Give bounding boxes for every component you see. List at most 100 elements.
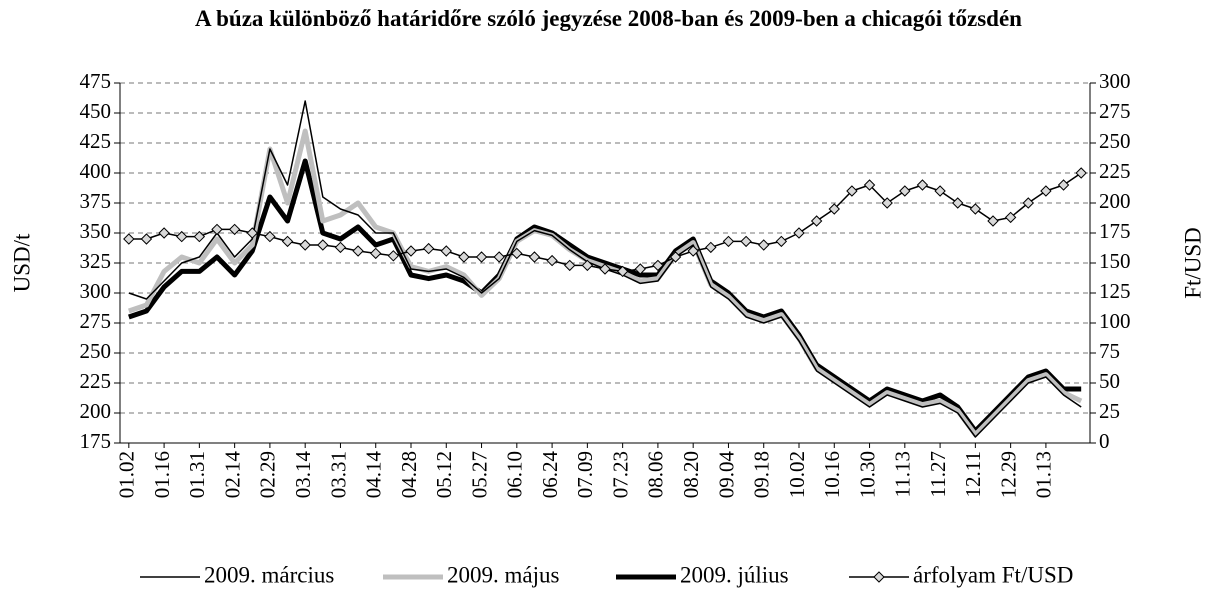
marker xyxy=(1057,179,1070,191)
marker xyxy=(828,203,840,215)
y-tick-label: 400 xyxy=(80,159,112,183)
y-tick-label: 425 xyxy=(80,129,112,153)
marker xyxy=(546,254,558,267)
marker xyxy=(863,179,876,191)
y-tick-label: 300 xyxy=(80,279,112,303)
x-tick-label: 10.02 xyxy=(785,451,809,498)
legend-label: árfolyam Ft/USD xyxy=(913,562,1073,587)
y-tick-label: 450 xyxy=(80,99,112,123)
x-tick-label: 05.12 xyxy=(432,451,456,498)
marker xyxy=(1004,211,1017,224)
y-tick-label: 475 xyxy=(80,69,112,93)
y-axis-label: USD/t xyxy=(9,233,34,292)
marker xyxy=(846,185,858,197)
marker xyxy=(334,241,347,254)
chart-title: A búza különböző határidőre szóló jegyzé… xyxy=(195,6,1022,31)
y2-tick-label: 75 xyxy=(1099,339,1120,363)
y2-tick-label: 250 xyxy=(1099,129,1131,153)
marker xyxy=(669,251,682,263)
marker xyxy=(616,265,629,278)
marker xyxy=(987,215,999,227)
y2-tick-label: 200 xyxy=(1099,189,1131,213)
x-tick-label: 04.14 xyxy=(362,451,386,499)
marker xyxy=(722,235,735,248)
marker xyxy=(899,185,911,197)
marker xyxy=(916,179,929,191)
y2-tick-label: 25 xyxy=(1099,399,1120,423)
marker xyxy=(140,233,153,245)
series-line xyxy=(128,158,1082,434)
marker xyxy=(793,227,805,239)
x-tick-label: 04.28 xyxy=(397,451,421,498)
marker xyxy=(881,197,893,209)
y-tick-label: 225 xyxy=(80,369,112,393)
x-tick-label: 09.18 xyxy=(750,451,774,498)
x-tick-label: 01.31 xyxy=(185,451,209,498)
y-tick-label: 375 xyxy=(80,189,112,213)
marker xyxy=(281,235,294,248)
y-tick-label: 275 xyxy=(80,309,112,333)
x-tick-label: 01.13 xyxy=(1032,451,1056,498)
x-tick-label: 11.27 xyxy=(926,451,950,497)
x-tick-label: 08.06 xyxy=(644,451,668,498)
x-tick-label: 05.27 xyxy=(467,451,491,498)
y2-tick-label: 175 xyxy=(1099,219,1131,243)
marker xyxy=(475,251,488,263)
marker xyxy=(211,223,223,236)
series-line xyxy=(128,128,1083,438)
x-tick-label: 01.02 xyxy=(115,451,139,498)
x-tick-label: 12.29 xyxy=(996,451,1020,498)
legend-label: 2009. május xyxy=(447,562,559,587)
x-tick-label: 07.09 xyxy=(573,451,597,498)
y-tick-label: 250 xyxy=(80,339,112,363)
x-tick-label: 06.24 xyxy=(538,451,562,499)
marker xyxy=(246,227,258,239)
marker xyxy=(634,263,646,275)
y-tick-label: 200 xyxy=(80,399,112,423)
marker xyxy=(687,245,699,257)
marker xyxy=(758,239,770,251)
marker xyxy=(317,239,329,251)
marker xyxy=(564,259,576,272)
x-tick-label: 10.16 xyxy=(820,451,844,498)
marker xyxy=(740,235,752,248)
y2-tick-label: 225 xyxy=(1099,159,1131,183)
x-tick-label: 03.14 xyxy=(291,451,315,499)
marker xyxy=(405,245,417,257)
x-tick-label: 08.20 xyxy=(679,451,703,498)
marker xyxy=(511,247,523,260)
y2-tick-label: 0 xyxy=(1099,429,1110,453)
x-tick-label: 11.13 xyxy=(891,451,915,497)
marker xyxy=(1075,167,1087,179)
marker xyxy=(299,239,311,251)
x-tick-label: 12.11 xyxy=(961,451,985,497)
marker xyxy=(1040,185,1052,197)
marker xyxy=(934,185,946,197)
y2-tick-label: 275 xyxy=(1099,99,1131,123)
marker xyxy=(1022,197,1034,209)
marker xyxy=(158,227,170,239)
marker xyxy=(652,259,664,272)
marker xyxy=(228,223,241,236)
x-tick-label: 09.04 xyxy=(714,451,738,499)
y-tick-label: 350 xyxy=(80,219,112,243)
y2-tick-label: 300 xyxy=(1099,69,1131,93)
marker xyxy=(952,197,964,209)
marker xyxy=(193,230,206,243)
marker xyxy=(810,215,823,227)
y2-tick-label: 100 xyxy=(1099,309,1131,333)
x-tick-label: 02.29 xyxy=(256,451,280,498)
x-tick-label: 06.10 xyxy=(503,451,527,498)
marker xyxy=(123,233,135,245)
marker xyxy=(705,241,717,254)
y-tick-label: 175 xyxy=(80,429,112,453)
y2-axis-label: Ft/USD xyxy=(1180,227,1205,299)
marker xyxy=(264,230,276,243)
marker xyxy=(422,242,435,255)
x-tick-label: 10.30 xyxy=(855,451,879,498)
marker xyxy=(370,247,382,260)
marker xyxy=(969,203,982,215)
marker xyxy=(458,251,470,263)
